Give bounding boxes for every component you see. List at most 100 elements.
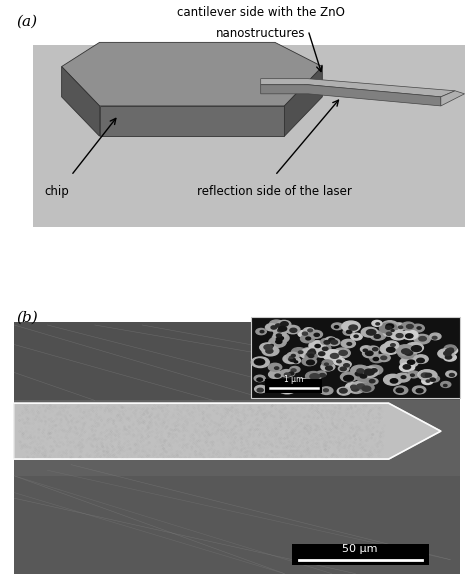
Circle shape <box>256 328 266 335</box>
Circle shape <box>368 378 378 384</box>
Circle shape <box>269 320 283 328</box>
Circle shape <box>381 356 387 360</box>
Circle shape <box>321 363 335 371</box>
Circle shape <box>289 372 294 375</box>
Circle shape <box>276 340 282 343</box>
Circle shape <box>410 374 414 377</box>
Circle shape <box>386 324 394 328</box>
Circle shape <box>346 331 352 333</box>
Circle shape <box>319 374 325 377</box>
Circle shape <box>298 331 310 337</box>
Circle shape <box>416 389 423 393</box>
Circle shape <box>302 332 308 335</box>
Circle shape <box>277 320 291 328</box>
Circle shape <box>308 329 312 332</box>
Circle shape <box>446 349 454 353</box>
Circle shape <box>408 371 419 378</box>
Circle shape <box>406 334 413 338</box>
Circle shape <box>357 384 365 389</box>
Text: nanostructures: nanostructures <box>216 27 305 40</box>
Text: cantilever side with the ZnO: cantilever side with the ZnO <box>177 6 345 19</box>
Circle shape <box>289 357 295 361</box>
Circle shape <box>342 321 360 332</box>
Circle shape <box>441 382 451 388</box>
Circle shape <box>370 354 384 363</box>
Polygon shape <box>62 42 322 106</box>
Circle shape <box>406 342 423 353</box>
Circle shape <box>444 351 451 356</box>
Circle shape <box>446 371 456 377</box>
Circle shape <box>344 375 354 381</box>
Circle shape <box>357 369 364 373</box>
Circle shape <box>305 353 317 360</box>
Polygon shape <box>284 66 322 136</box>
Circle shape <box>430 333 441 340</box>
Circle shape <box>417 359 424 363</box>
Circle shape <box>448 348 453 351</box>
Circle shape <box>340 372 357 382</box>
Circle shape <box>307 353 313 356</box>
Circle shape <box>326 366 332 370</box>
Circle shape <box>303 328 314 334</box>
Circle shape <box>346 382 361 392</box>
Circle shape <box>400 357 419 367</box>
Circle shape <box>432 336 437 339</box>
Circle shape <box>418 370 434 379</box>
Circle shape <box>286 386 292 390</box>
Circle shape <box>283 354 299 364</box>
Circle shape <box>350 369 368 379</box>
Circle shape <box>444 346 457 354</box>
Text: 50 μm: 50 μm <box>343 544 378 554</box>
Circle shape <box>340 367 346 371</box>
Circle shape <box>272 333 289 343</box>
Circle shape <box>411 346 421 352</box>
Circle shape <box>387 347 395 352</box>
Circle shape <box>323 350 342 361</box>
Circle shape <box>300 349 317 359</box>
Circle shape <box>351 333 362 340</box>
Text: (a): (a) <box>17 15 38 29</box>
Text: (b): (b) <box>17 311 38 325</box>
Circle shape <box>337 387 351 395</box>
Circle shape <box>351 385 357 389</box>
Circle shape <box>391 331 406 340</box>
Circle shape <box>275 324 281 327</box>
Circle shape <box>362 386 371 391</box>
Circle shape <box>319 352 325 356</box>
Circle shape <box>401 376 406 378</box>
Circle shape <box>366 329 376 335</box>
Circle shape <box>326 337 336 343</box>
Circle shape <box>370 331 386 340</box>
Circle shape <box>281 322 288 326</box>
Circle shape <box>395 373 410 382</box>
Circle shape <box>335 326 338 328</box>
Circle shape <box>315 349 329 357</box>
Circle shape <box>284 373 290 377</box>
Circle shape <box>269 337 286 347</box>
Circle shape <box>386 326 392 329</box>
Circle shape <box>321 339 331 345</box>
Circle shape <box>399 326 402 328</box>
Circle shape <box>444 353 456 361</box>
Circle shape <box>365 351 373 356</box>
Circle shape <box>308 350 316 354</box>
Circle shape <box>438 349 455 359</box>
Circle shape <box>294 361 298 363</box>
Circle shape <box>266 349 273 353</box>
Circle shape <box>403 365 410 369</box>
Circle shape <box>305 382 320 391</box>
Circle shape <box>279 336 283 339</box>
Circle shape <box>317 371 326 377</box>
Circle shape <box>328 338 340 346</box>
Circle shape <box>422 378 433 385</box>
Circle shape <box>418 359 423 363</box>
Circle shape <box>260 343 275 352</box>
Circle shape <box>297 381 310 389</box>
Circle shape <box>446 355 452 359</box>
Circle shape <box>331 323 343 329</box>
Circle shape <box>444 385 447 386</box>
Circle shape <box>355 372 362 376</box>
Circle shape <box>298 379 310 386</box>
Circle shape <box>284 370 295 377</box>
Circle shape <box>373 357 379 361</box>
